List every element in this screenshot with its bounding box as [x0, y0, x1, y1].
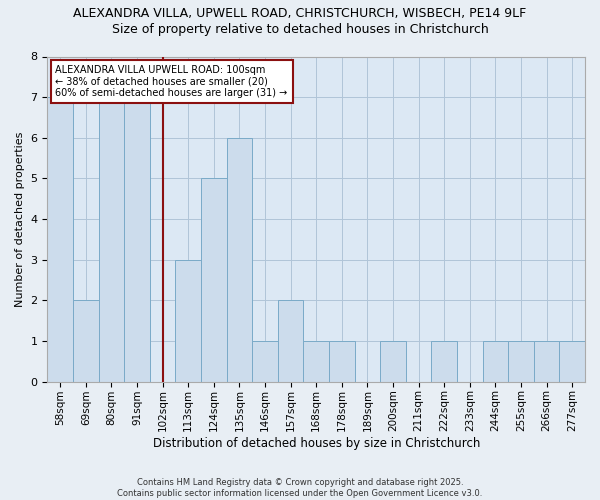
Text: Size of property relative to detached houses in Christchurch: Size of property relative to detached ho…: [112, 22, 488, 36]
Bar: [175, 260, 201, 382]
Bar: [380, 341, 406, 382]
X-axis label: Distribution of detached houses by size in Christchurch: Distribution of detached houses by size …: [152, 437, 480, 450]
Bar: [252, 341, 278, 382]
Y-axis label: Number of detached properties: Number of detached properties: [15, 132, 25, 307]
Bar: [431, 341, 457, 382]
Bar: [201, 178, 227, 382]
Text: ALEXANDRA VILLA, UPWELL ROAD, CHRISTCHURCH, WISBECH, PE14 9LF: ALEXANDRA VILLA, UPWELL ROAD, CHRISTCHUR…: [73, 8, 527, 20]
Bar: [534, 341, 559, 382]
Bar: [482, 341, 508, 382]
Bar: [227, 138, 252, 382]
Bar: [98, 97, 124, 382]
Bar: [329, 341, 355, 382]
Bar: [278, 300, 304, 382]
Bar: [73, 300, 98, 382]
Bar: [304, 341, 329, 382]
Text: Contains HM Land Registry data © Crown copyright and database right 2025.
Contai: Contains HM Land Registry data © Crown c…: [118, 478, 482, 498]
Bar: [559, 341, 585, 382]
Bar: [124, 97, 150, 382]
Text: ALEXANDRA VILLA UPWELL ROAD: 100sqm
← 38% of detached houses are smaller (20)
60: ALEXANDRA VILLA UPWELL ROAD: 100sqm ← 38…: [55, 64, 288, 98]
Bar: [508, 341, 534, 382]
Bar: [47, 97, 73, 382]
